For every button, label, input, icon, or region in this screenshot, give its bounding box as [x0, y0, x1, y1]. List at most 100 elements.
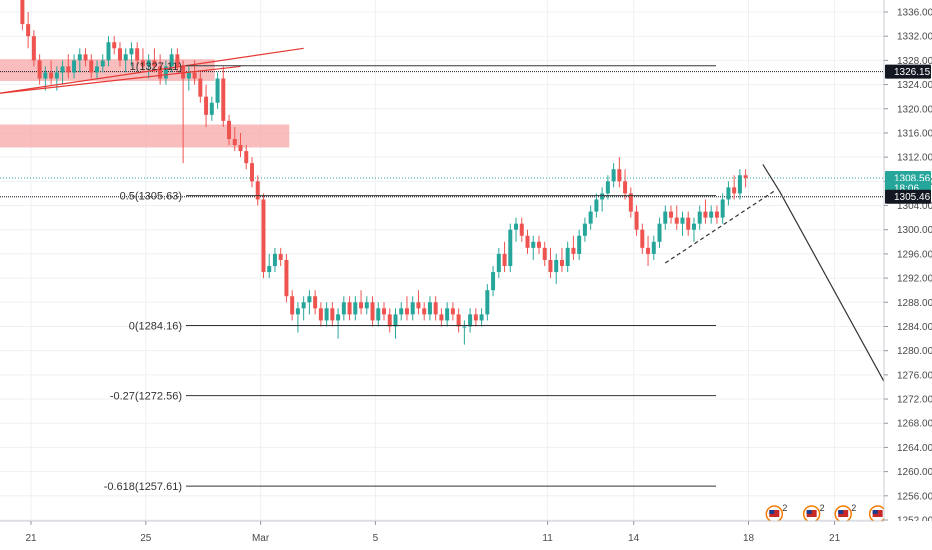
price-tick-label: 1324.00 [897, 80, 932, 91]
candle-body [330, 308, 335, 321]
candle-body [313, 296, 318, 309]
candle [600, 187, 605, 212]
candle-body [83, 54, 88, 61]
candle [491, 266, 496, 297]
us-flag-canton [872, 510, 878, 514]
candle-body [611, 169, 616, 182]
price-tick-label: 1260.00 [897, 467, 932, 478]
candle-body [410, 302, 415, 315]
candle [571, 235, 576, 260]
event-count: 2 [820, 503, 825, 513]
candle-body [140, 60, 145, 67]
candle [123, 48, 128, 73]
candle-body [301, 302, 306, 309]
candle-body [54, 72, 59, 79]
candle [399, 302, 404, 321]
candle [313, 290, 318, 315]
candle-body [697, 211, 702, 224]
candle [140, 48, 145, 73]
price-tick-label: 1320.00 [897, 104, 932, 115]
candle [514, 217, 519, 242]
candle [737, 169, 742, 200]
candle-body [514, 223, 519, 230]
candle-body [669, 211, 674, 218]
fib-level-label: -0.27(1272.56) [110, 391, 182, 403]
projection-arrow [762, 164, 893, 397]
candle [577, 229, 582, 260]
price-badge-bg [885, 64, 931, 79]
fib-level-label: 1(1327.11) [130, 61, 182, 73]
resistance-zone [0, 124, 290, 148]
fib-level: -0.618(1257.61) [104, 481, 716, 493]
candle [359, 290, 364, 315]
price-tick-label: 1268.00 [897, 419, 932, 430]
event-flag-icon[interactable]: 2 [834, 503, 856, 523]
candle [163, 60, 168, 85]
price-tick-label: 1256.00 [897, 491, 932, 502]
candle-body [714, 211, 719, 218]
candle [542, 241, 547, 266]
candle-body [468, 314, 473, 327]
candle [95, 60, 100, 79]
candle [169, 48, 174, 73]
candle-body [209, 102, 214, 115]
candle [623, 169, 628, 200]
candle-body [531, 241, 536, 248]
candle-body [359, 302, 364, 309]
candle-body [100, 60, 105, 67]
candle-body [290, 296, 295, 315]
candle [301, 296, 306, 321]
price-tick-label: 1332.00 [897, 32, 932, 43]
candle-body [278, 253, 283, 260]
plot-background [0, 0, 884, 521]
candle [129, 42, 134, 67]
candle-body [674, 217, 679, 224]
candle-body [146, 60, 151, 67]
candle-body [496, 253, 501, 273]
candle-body [605, 181, 610, 194]
candle-body [249, 163, 254, 182]
fib-level-label: -0.618(1257.61) [104, 481, 182, 493]
candle-body [726, 187, 731, 200]
time-axis[interactable]: 2125Mar5111418212528 [0, 520, 932, 550]
candle [628, 187, 633, 218]
candle-body [112, 42, 117, 49]
candle [726, 181, 731, 206]
candle [26, 12, 31, 49]
candle [238, 132, 243, 158]
price-axis[interactable]: 1336.00 1332.00 1328.00 1324.00 1320.00 1316.… [883, 0, 932, 550]
candle [554, 253, 559, 285]
candle-body [364, 302, 369, 309]
candle-body [479, 314, 484, 321]
candle-body [542, 247, 547, 260]
candle-body [66, 66, 71, 73]
fib-level: 1(1327.11) [130, 61, 716, 73]
candle [20, 0, 25, 31]
grid-lines [0, 0, 884, 521]
candle [462, 320, 467, 345]
us-flag-canton [838, 510, 844, 514]
candle-body [462, 326, 467, 328]
candle [663, 205, 668, 230]
candle [31, 30, 36, 67]
time-tick-label: Mar [252, 533, 270, 544]
candle-body [628, 193, 633, 212]
candle-body [106, 42, 111, 61]
candle [617, 157, 622, 188]
candle-body [399, 308, 404, 315]
price-badge: 1305.46 [885, 189, 931, 204]
candle [410, 296, 415, 321]
candle [496, 247, 501, 279]
candle-body [491, 272, 496, 291]
candle-body [525, 235, 530, 248]
candle-body [31, 36, 36, 61]
candle [720, 193, 725, 224]
price-tick-label: 1328.00 [897, 56, 932, 67]
candle [743, 169, 748, 188]
candle [634, 205, 639, 236]
candle-body [577, 235, 582, 254]
candle-body [204, 96, 209, 115]
price-tick-label: 1264.00 [897, 443, 932, 454]
candle-body [336, 314, 341, 321]
